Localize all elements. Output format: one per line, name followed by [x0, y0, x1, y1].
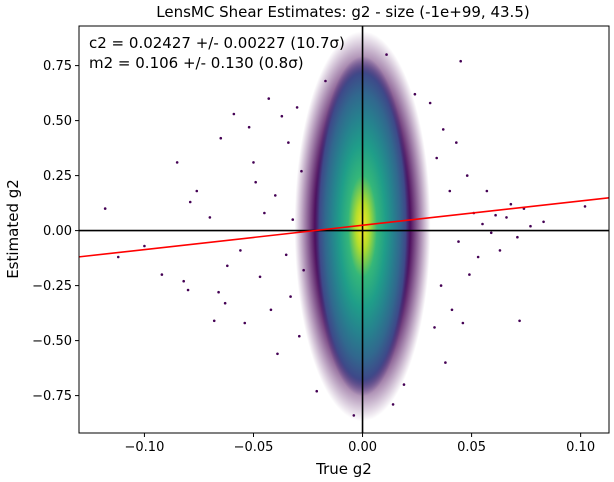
scatter-point	[481, 222, 484, 226]
scatter-point	[276, 352, 279, 356]
scatter-point	[289, 295, 292, 298]
fit-line	[79, 196, 609, 258]
scatter-point	[518, 319, 521, 323]
scatter-point	[583, 205, 587, 208]
plot-frame	[78, 25, 610, 434]
scatter-point	[160, 273, 164, 276]
scatter-point	[295, 106, 299, 109]
scatter-point	[461, 321, 465, 325]
scatter-point	[232, 112, 236, 116]
scatter-point	[459, 59, 462, 63]
scatter-point	[300, 169, 303, 173]
scatter-point	[291, 218, 295, 221]
annotation-c2: c2 = 0.02427 +/- 0.00227 (10.7σ)	[89, 34, 345, 52]
scatter-point	[186, 288, 190, 292]
scatter-point	[280, 114, 284, 118]
scatter-points	[103, 53, 587, 417]
scatter-point	[143, 244, 146, 248]
scatter-point	[219, 136, 223, 140]
scatter-point	[226, 264, 229, 268]
scatter-point	[494, 213, 497, 217]
scatter-point	[489, 231, 493, 235]
scatter-point	[450, 308, 454, 312]
scatter-point	[269, 308, 273, 312]
scatter-point	[435, 156, 438, 160]
x-tick-label: 0.00	[348, 440, 377, 455]
y-axis-label: Estimated g2	[4, 179, 22, 279]
scatter-point	[529, 224, 532, 228]
scatter-point	[516, 235, 519, 239]
scatter-point	[439, 284, 443, 287]
y-tick-label: −0.75	[32, 389, 72, 404]
scatter-point	[182, 279, 185, 283]
scatter-point	[217, 290, 220, 294]
fit-line-group	[79, 196, 609, 258]
scatter-point	[212, 319, 216, 323]
scatter-point	[252, 161, 255, 164]
x-axis-label: True g2	[315, 460, 372, 478]
scatter-point	[465, 174, 469, 177]
scatter-point	[542, 220, 545, 224]
y-tick-label: 0.75	[43, 59, 72, 74]
y-axis-ticks: −0.75 −0.50 −0.25 0.00 0.25 0.50 0.75	[32, 59, 79, 404]
scatter-point	[498, 249, 502, 252]
scatter-point	[505, 216, 508, 219]
scatter-point	[385, 53, 388, 56]
scatter-point	[297, 334, 301, 338]
x-tick-label: −0.10	[125, 440, 165, 455]
y-tick-label: −0.50	[32, 334, 72, 349]
y-tick-label: 0.25	[43, 169, 72, 184]
scatter-point	[509, 202, 513, 206]
x-tick-label: 0.05	[457, 440, 486, 455]
scatter-point	[247, 125, 251, 129]
y-tick-label: 0.50	[43, 114, 72, 129]
y-tick-label: −0.25	[32, 279, 72, 294]
scatter-point	[352, 414, 356, 417]
scatter-point	[455, 141, 458, 144]
scatter-point	[254, 180, 257, 184]
scatter-point	[413, 92, 417, 96]
scatter-point	[433, 326, 436, 329]
scatter-point	[391, 403, 395, 406]
scatter-point	[195, 189, 199, 193]
chart-title: LensMC Shear Estimates: g2 - size (-1e+9…	[156, 3, 529, 21]
x-axis-ticks: −0.10 −0.05 0.00 0.05 0.10	[125, 433, 595, 455]
scatter-point	[402, 383, 406, 386]
scatter-point	[485, 189, 489, 193]
scatter-point	[175, 161, 179, 164]
scatter-point	[428, 101, 432, 105]
scatter-point	[448, 189, 452, 193]
scatter-point	[243, 321, 247, 325]
y-tick-label: 0.00	[43, 224, 72, 239]
scatter-point	[457, 240, 460, 243]
scatter-point	[468, 273, 471, 276]
scatter-point	[287, 141, 290, 144]
scatter-point	[315, 389, 319, 393]
scatter-point	[444, 361, 447, 364]
scatter-point	[267, 97, 271, 100]
reference-lines	[79, 26, 609, 433]
scatter-point	[116, 255, 120, 259]
plot-area	[79, 26, 609, 433]
x-tick-label: 0.10	[566, 440, 595, 455]
scatter-point	[223, 301, 227, 305]
x-tick-label: −0.05	[234, 440, 274, 455]
scatter-point	[273, 194, 277, 197]
annotation-m2: m2 = 0.106 +/- 0.130 (0.8σ)	[89, 54, 304, 72]
scatter-point	[441, 128, 445, 131]
scatter-point	[476, 255, 480, 259]
scatter-point	[258, 275, 262, 279]
scatter-point	[103, 207, 107, 210]
scatter-point	[208, 216, 212, 219]
scatter-point	[263, 211, 266, 215]
scatter-point	[284, 253, 288, 257]
scatter-point	[239, 249, 242, 252]
scatter-point	[302, 268, 305, 272]
scatter-point	[324, 79, 327, 83]
scatter-point	[188, 200, 192, 204]
